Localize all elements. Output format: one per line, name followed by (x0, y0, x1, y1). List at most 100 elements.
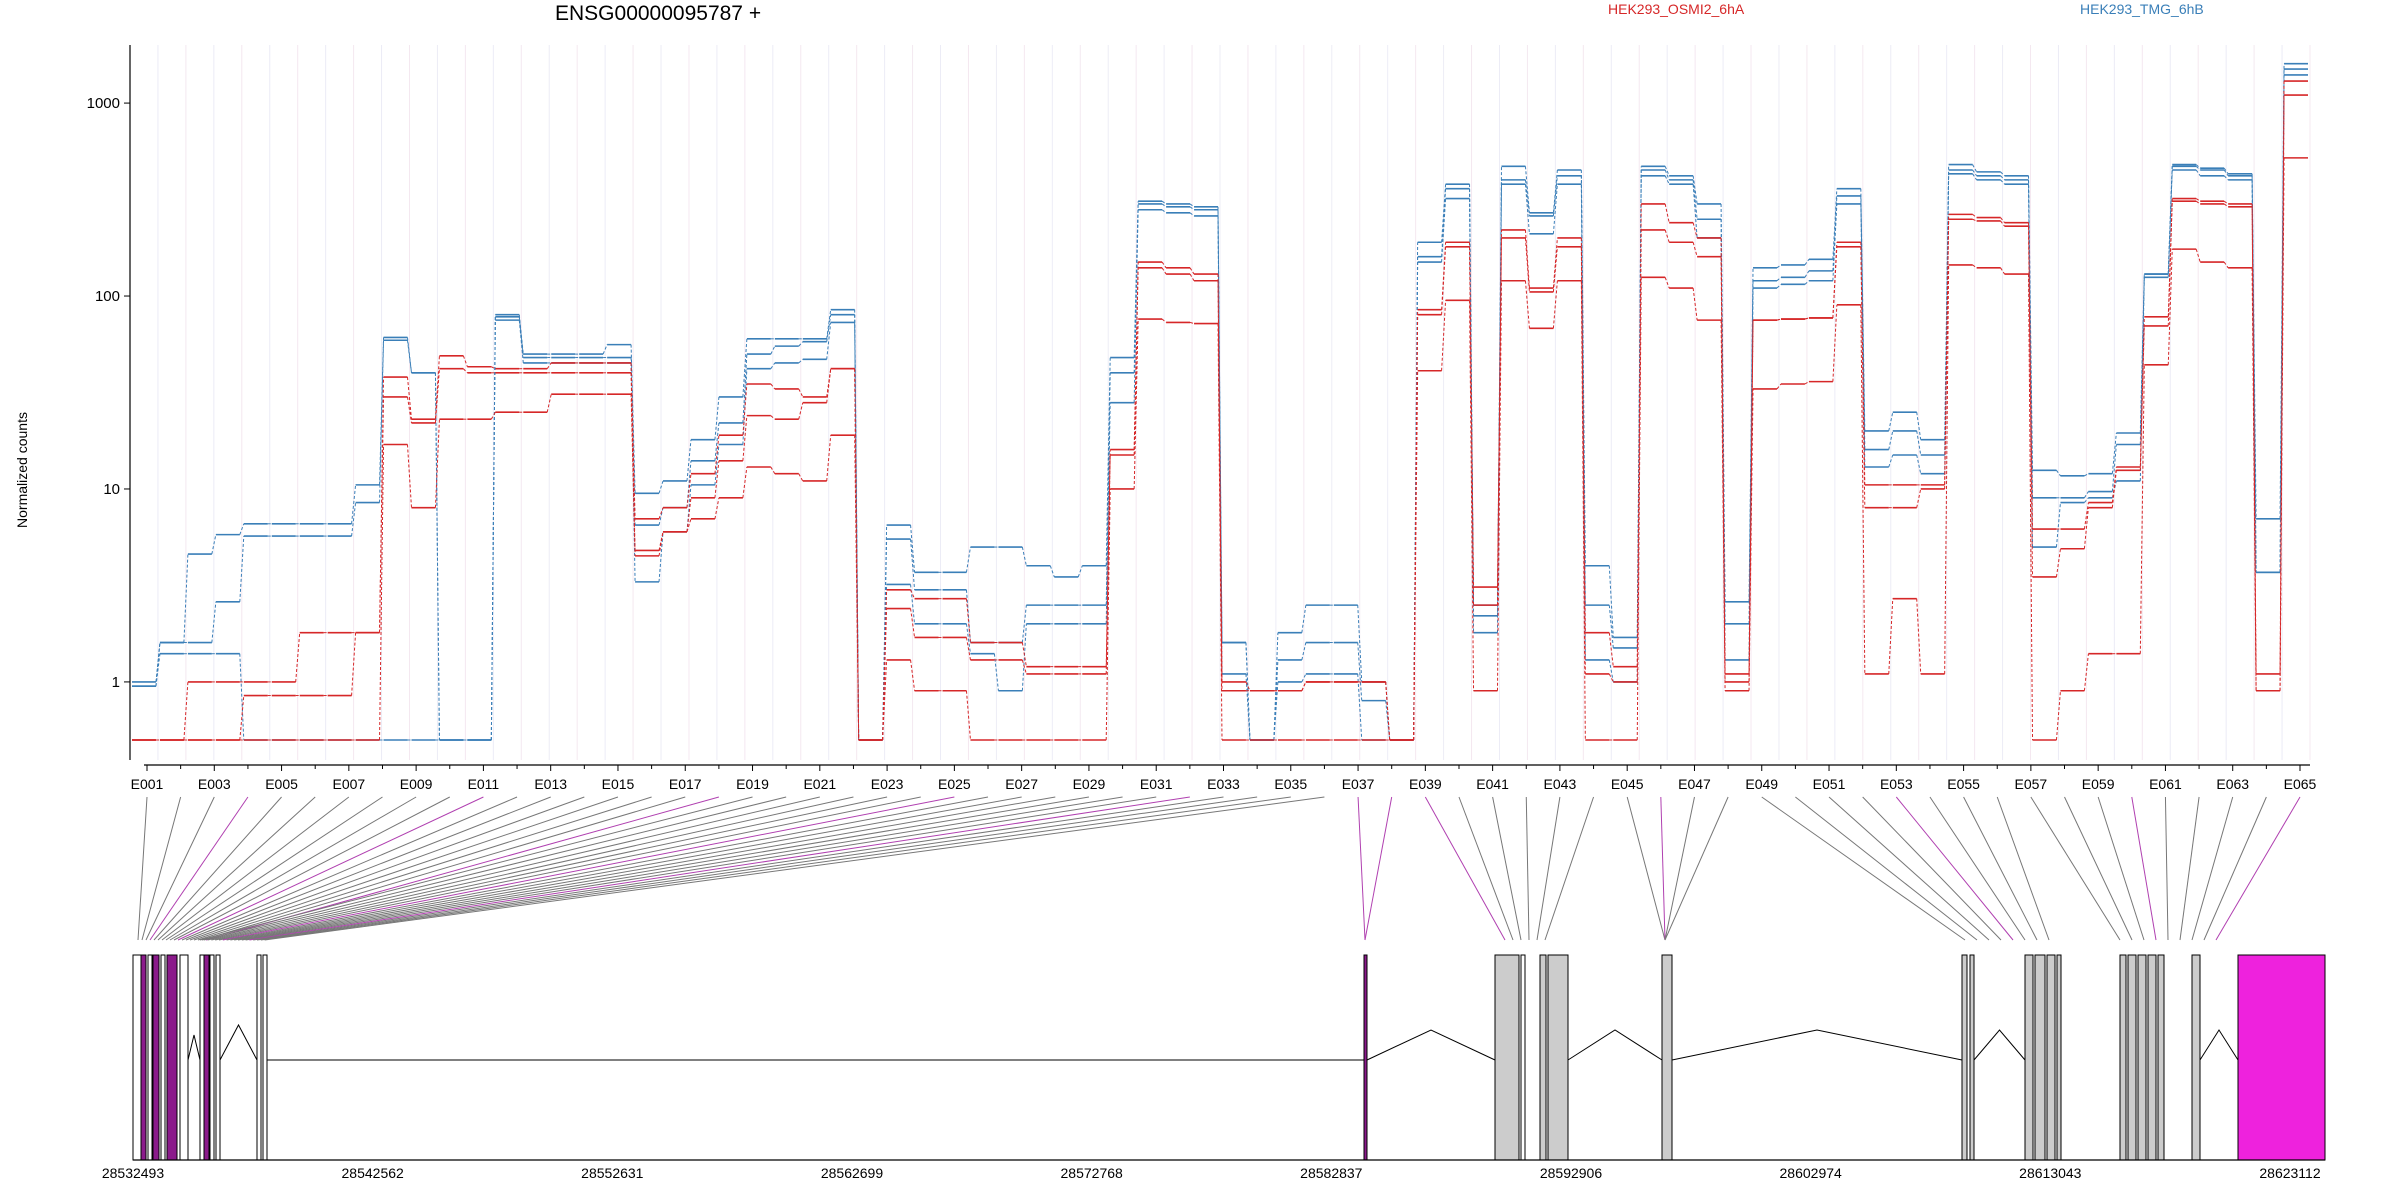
exon-label: E049 (1745, 776, 1778, 792)
series-connector (2083, 653, 2089, 691)
exon-label: E013 (534, 776, 567, 792)
series-connector (2223, 169, 2229, 177)
exon-connector (199, 796, 753, 941)
series-connector (1105, 449, 1111, 667)
series-connector (1021, 605, 1027, 643)
series-connector (1189, 273, 1195, 282)
exon-block (160, 954, 166, 1161)
series-connector (1888, 430, 1894, 450)
series-connector (211, 534, 217, 555)
series-connector (1664, 169, 1670, 181)
series-connector (379, 444, 385, 741)
series-connector (910, 525, 916, 573)
series-connector (2167, 169, 2173, 278)
series-connector (2111, 470, 2117, 508)
series-connector (1692, 242, 1698, 257)
exon-connector (215, 796, 888, 941)
series-connector (2139, 316, 2145, 468)
series-connector (798, 473, 804, 482)
exon-block (262, 954, 268, 1161)
series-connector (1189, 321, 1195, 325)
exon-connector (2064, 796, 2133, 941)
series-connector (2000, 267, 2005, 275)
chart-title: ENSG00000095787 + (555, 2, 762, 25)
series-connector (1776, 264, 1782, 269)
series-osmi2-5 (132, 157, 2308, 741)
series-connector (2223, 261, 2229, 269)
series-connector (1832, 188, 1838, 260)
series-connector (1804, 317, 1810, 320)
exon-connector (260, 796, 1291, 941)
series-connector (2223, 175, 2229, 181)
exon-label: E023 (871, 776, 904, 792)
series-connector (239, 695, 245, 741)
series-connector (1804, 381, 1810, 385)
exon-connector (189, 796, 585, 941)
series-connector (1077, 565, 1083, 578)
exon-connector (2203, 796, 2267, 941)
series-connector (965, 690, 971, 741)
series-connector (910, 589, 916, 599)
series-connector (910, 659, 916, 691)
series-connector (2195, 164, 2201, 169)
series-connector (2195, 165, 2201, 171)
series-connector (1217, 206, 1223, 643)
series-connector (658, 507, 664, 526)
series-connector (2111, 444, 2117, 492)
series-connector (546, 394, 552, 413)
series-connector (1273, 659, 1279, 741)
series-connector (2055, 502, 2061, 548)
series-connector (1441, 246, 1447, 315)
y-tick-label: 10 (103, 481, 120, 498)
series-connector (1413, 370, 1419, 741)
series-connector (882, 539, 888, 741)
series-connector (1049, 565, 1055, 578)
series-connector (1776, 276, 1782, 282)
exon-block (152, 954, 160, 1161)
series-connector (658, 480, 664, 494)
series-connector (854, 368, 860, 741)
series-connector (1608, 605, 1614, 648)
series-connector (1469, 198, 1475, 633)
exon-block (209, 954, 215, 1161)
exon-block (2147, 954, 2157, 1161)
series-connector (965, 598, 971, 643)
series-connector (1105, 454, 1111, 674)
series-connector (1748, 320, 1754, 682)
exon-block (2191, 954, 2201, 1161)
exon-connector (2097, 796, 2145, 941)
series-connector (1133, 319, 1139, 489)
series-connector (742, 466, 748, 498)
series-connector (1804, 280, 1810, 285)
exon-block (132, 954, 142, 1161)
series-connector (1161, 318, 1167, 323)
exon-block (2137, 954, 2147, 1161)
exon-block (1969, 954, 1975, 1161)
genome-coordinate-label: 28572768 (1061, 1165, 1124, 1181)
series-connector (965, 623, 971, 654)
exon-label: E017 (669, 776, 702, 792)
series-connector (770, 383, 776, 390)
series-connector (826, 368, 832, 403)
series-connector (1021, 546, 1027, 566)
series-connector (1357, 605, 1363, 682)
exon-connector (256, 796, 1258, 941)
series-connector (1524, 280, 1530, 329)
series-connector (770, 466, 776, 474)
exon-block (1539, 954, 1547, 1161)
series-connector (714, 460, 720, 498)
series-connector (1552, 184, 1558, 234)
series-connector (2000, 175, 2005, 181)
series-connector (965, 637, 971, 661)
exon-block (2237, 954, 2326, 1161)
series-connector (1496, 280, 1502, 691)
series-connector (882, 659, 888, 741)
series-connector (714, 396, 720, 440)
series-connector (1161, 261, 1167, 269)
exon-block (147, 954, 153, 1161)
exon-connector (1664, 796, 1729, 941)
exon-connector (245, 796, 1157, 941)
series-connector (854, 435, 860, 741)
exon-connector (1996, 796, 2050, 941)
